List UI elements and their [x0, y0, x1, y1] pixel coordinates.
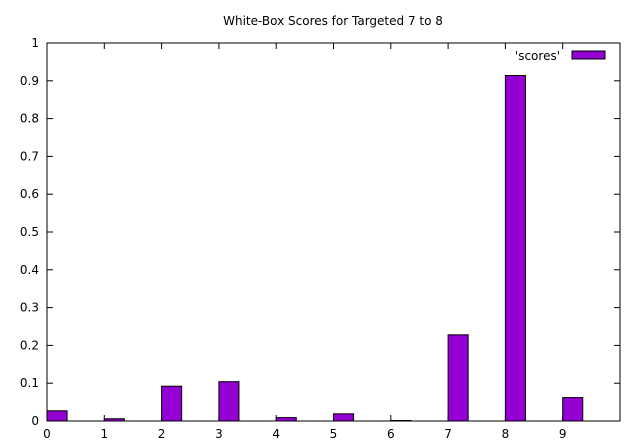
- y-axis: 0 0.1 0.2 0.3 0.4 0.5 0.6 0.7 0.8 0.9 1: [20, 36, 620, 428]
- legend-swatch: [571, 50, 606, 60]
- y-tick-label: 0.5: [20, 225, 39, 239]
- legend: 'scores': [515, 49, 606, 63]
- x-axis: 0 1 2 3 4 5 6 7 8 9: [43, 43, 567, 441]
- bars: [46, 75, 584, 422]
- x-tick-label: 0: [43, 427, 51, 441]
- bar: [504, 75, 526, 422]
- y-tick-label: 0.3: [20, 301, 39, 315]
- bar: [333, 413, 355, 422]
- y-tick-label: 0.6: [20, 187, 39, 201]
- x-tick-label: 5: [330, 427, 338, 441]
- y-tick-label: 0.2: [20, 338, 39, 352]
- x-tick-label: 7: [444, 427, 452, 441]
- bar: [161, 385, 183, 422]
- plot-frame: [46, 42, 621, 422]
- legend-label: 'scores': [515, 49, 560, 63]
- bar: [562, 397, 584, 422]
- bar: [447, 334, 469, 422]
- bar: [46, 410, 68, 422]
- bar: [218, 381, 240, 422]
- x-tick-label: 6: [387, 427, 395, 441]
- y-tick-label: 0.1: [20, 376, 39, 390]
- x-tick-label: 4: [272, 427, 280, 441]
- bar: [275, 417, 297, 422]
- y-tick-label: 0.8: [20, 112, 39, 126]
- y-tick-label: 1: [31, 36, 39, 50]
- y-tick-label: 0.7: [20, 149, 39, 163]
- y-tick-label: 0: [31, 414, 39, 428]
- x-tick-label: 9: [559, 427, 567, 441]
- x-tick-label: 3: [215, 427, 223, 441]
- y-tick-label: 0.4: [20, 263, 39, 277]
- x-tick-label: 8: [502, 427, 510, 441]
- x-tick-label: 1: [100, 427, 108, 441]
- y-tick-label: 0.9: [20, 74, 39, 88]
- chart-title: White-Box Scores for Targeted 7 to 8: [223, 14, 443, 28]
- x-tick-label: 2: [158, 427, 166, 441]
